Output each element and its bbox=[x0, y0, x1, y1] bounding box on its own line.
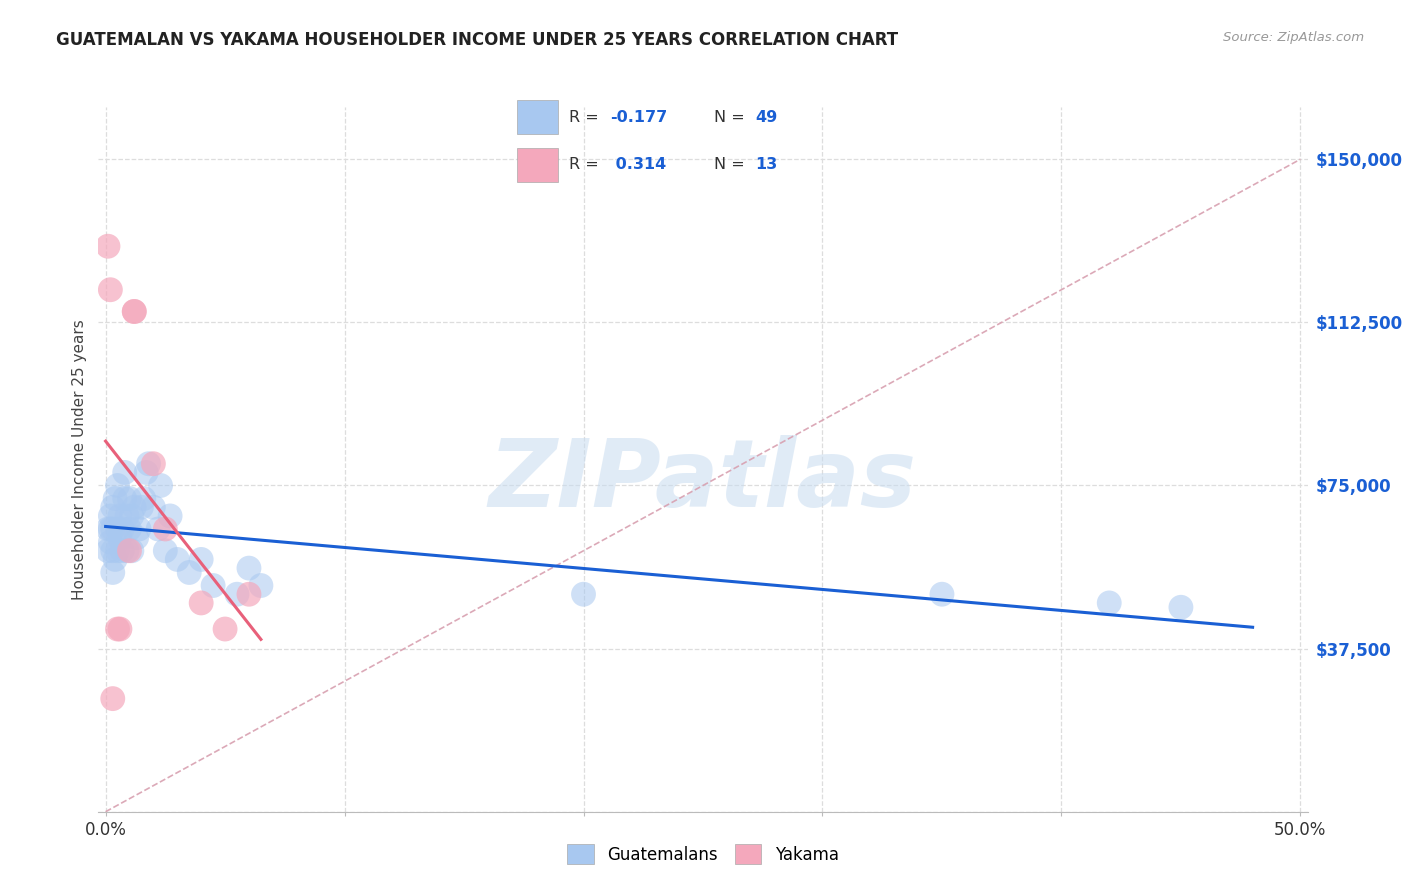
Point bbox=[107, 622, 129, 636]
Point bbox=[131, 500, 153, 515]
Point bbox=[115, 508, 138, 523]
Point bbox=[166, 552, 188, 566]
Point bbox=[107, 543, 129, 558]
Point bbox=[1098, 596, 1121, 610]
Point bbox=[108, 531, 131, 545]
Point bbox=[142, 500, 165, 515]
Point bbox=[101, 500, 124, 515]
Point bbox=[101, 691, 124, 706]
Point bbox=[108, 622, 131, 636]
Point bbox=[214, 622, 236, 636]
Point bbox=[250, 578, 273, 592]
Point bbox=[202, 578, 225, 592]
Point bbox=[104, 491, 127, 506]
Point bbox=[121, 508, 143, 523]
Text: ZIPatlas: ZIPatlas bbox=[489, 434, 917, 526]
Text: Source: ZipAtlas.com: Source: ZipAtlas.com bbox=[1223, 31, 1364, 45]
Point bbox=[122, 304, 145, 318]
Bar bbox=[517, 148, 558, 181]
Point bbox=[97, 543, 120, 558]
Point bbox=[108, 508, 131, 523]
Point bbox=[114, 491, 136, 506]
Point bbox=[125, 531, 148, 545]
Point bbox=[98, 508, 121, 523]
Point bbox=[179, 566, 201, 580]
Point bbox=[931, 587, 953, 601]
Point bbox=[111, 522, 134, 536]
Point bbox=[135, 466, 157, 480]
Point bbox=[107, 478, 129, 492]
Point bbox=[132, 491, 155, 506]
Point bbox=[572, 587, 595, 601]
Point bbox=[142, 457, 165, 471]
Point bbox=[118, 491, 141, 506]
Text: R =: R = bbox=[569, 110, 603, 125]
Legend: Guatemalans, Yakama: Guatemalans, Yakama bbox=[561, 838, 845, 871]
Point bbox=[101, 522, 124, 536]
Point bbox=[98, 535, 121, 549]
Point bbox=[111, 543, 134, 558]
Point bbox=[190, 552, 212, 566]
Point bbox=[98, 522, 121, 536]
Text: 13: 13 bbox=[755, 157, 778, 171]
Bar bbox=[517, 101, 558, 135]
Text: GUATEMALAN VS YAKAMA HOUSEHOLDER INCOME UNDER 25 YEARS CORRELATION CHART: GUATEMALAN VS YAKAMA HOUSEHOLDER INCOME … bbox=[56, 31, 898, 49]
Text: R =: R = bbox=[569, 157, 603, 171]
Point bbox=[155, 522, 177, 536]
Point bbox=[155, 543, 177, 558]
Point bbox=[104, 552, 127, 566]
Point bbox=[114, 466, 136, 480]
Y-axis label: Householder Income Under 25 years: Householder Income Under 25 years bbox=[72, 319, 87, 599]
Point bbox=[122, 304, 145, 318]
Text: N =: N = bbox=[714, 157, 749, 171]
Text: N =: N = bbox=[714, 110, 749, 125]
Point bbox=[107, 522, 129, 536]
Point bbox=[97, 239, 120, 253]
Point bbox=[159, 508, 181, 523]
Point bbox=[101, 566, 124, 580]
Point bbox=[128, 522, 150, 536]
Point bbox=[101, 543, 124, 558]
Point bbox=[118, 543, 141, 558]
Point bbox=[190, 596, 212, 610]
Point bbox=[97, 522, 120, 536]
Point bbox=[238, 561, 260, 575]
Point bbox=[115, 543, 138, 558]
Point bbox=[226, 587, 249, 601]
Point bbox=[98, 283, 121, 297]
Point bbox=[149, 478, 172, 492]
Text: -0.177: -0.177 bbox=[610, 110, 668, 125]
Text: 0.314: 0.314 bbox=[610, 157, 666, 171]
Point bbox=[138, 457, 160, 471]
Point bbox=[121, 543, 143, 558]
Point bbox=[122, 500, 145, 515]
Point bbox=[238, 587, 260, 601]
Text: 49: 49 bbox=[755, 110, 778, 125]
Point bbox=[146, 522, 169, 536]
Point bbox=[1170, 600, 1192, 615]
Point bbox=[118, 522, 141, 536]
